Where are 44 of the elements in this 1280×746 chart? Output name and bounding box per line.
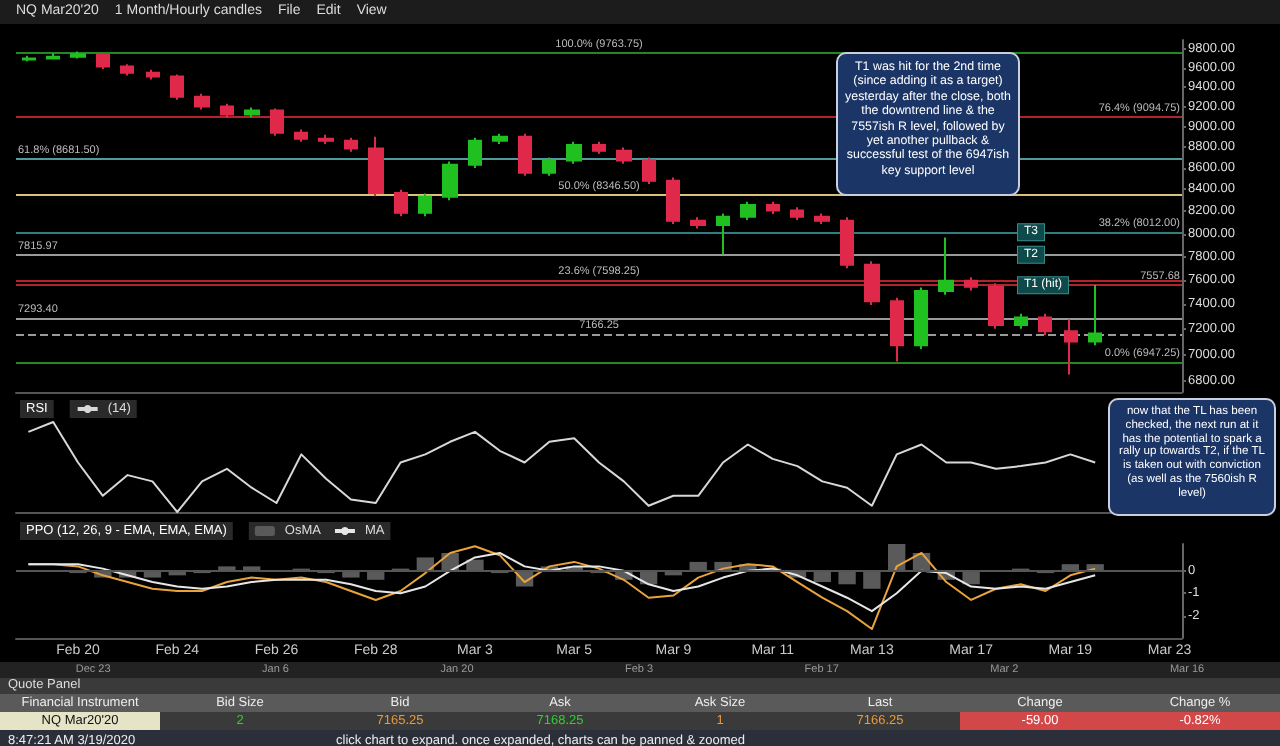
candlestick bbox=[1064, 318, 1078, 376]
candlestick bbox=[592, 140, 606, 155]
candlestick bbox=[840, 216, 854, 270]
candlestick bbox=[70, 50, 86, 60]
candlestick bbox=[418, 192, 432, 218]
candlestick bbox=[938, 236, 954, 296]
candlestick bbox=[220, 102, 234, 119]
candlestick bbox=[318, 133, 334, 145]
candlestick bbox=[814, 212, 830, 225]
candlestick bbox=[518, 132, 532, 177]
candlestick bbox=[96, 51, 110, 70]
candlestick bbox=[690, 216, 706, 230]
candlestick bbox=[244, 106, 260, 119]
candlestick bbox=[146, 68, 160, 81]
candlestick bbox=[468, 136, 482, 169]
candlestick bbox=[294, 128, 308, 143]
candlestick bbox=[394, 188, 408, 218]
line-series bbox=[27, 551, 1097, 613]
candlestick bbox=[270, 107, 284, 137]
candlestick bbox=[766, 200, 780, 215]
candlestick bbox=[1038, 312, 1052, 337]
candlestick bbox=[194, 92, 210, 111]
candlestick bbox=[642, 156, 656, 185]
candlestick bbox=[914, 286, 928, 351]
candlestick bbox=[492, 132, 508, 145]
candlestick bbox=[988, 282, 1004, 330]
candlestick bbox=[790, 206, 804, 222]
candlestick bbox=[890, 296, 904, 363]
candlestick bbox=[616, 146, 632, 165]
candlestick bbox=[716, 212, 730, 256]
candlestick bbox=[344, 136, 358, 153]
candlestick bbox=[46, 51, 60, 61]
candlestick bbox=[964, 276, 978, 292]
candlestick bbox=[542, 156, 556, 177]
candlestick bbox=[566, 140, 582, 165]
candlestick bbox=[368, 135, 384, 198]
candlestick bbox=[170, 73, 184, 101]
candlestick bbox=[864, 260, 880, 307]
candlestick bbox=[1014, 312, 1028, 330]
candlestick bbox=[740, 200, 756, 222]
candlestick bbox=[442, 160, 458, 202]
candlestick bbox=[120, 63, 134, 77]
candlestick bbox=[666, 176, 680, 225]
candlestick bbox=[1088, 283, 1102, 347]
